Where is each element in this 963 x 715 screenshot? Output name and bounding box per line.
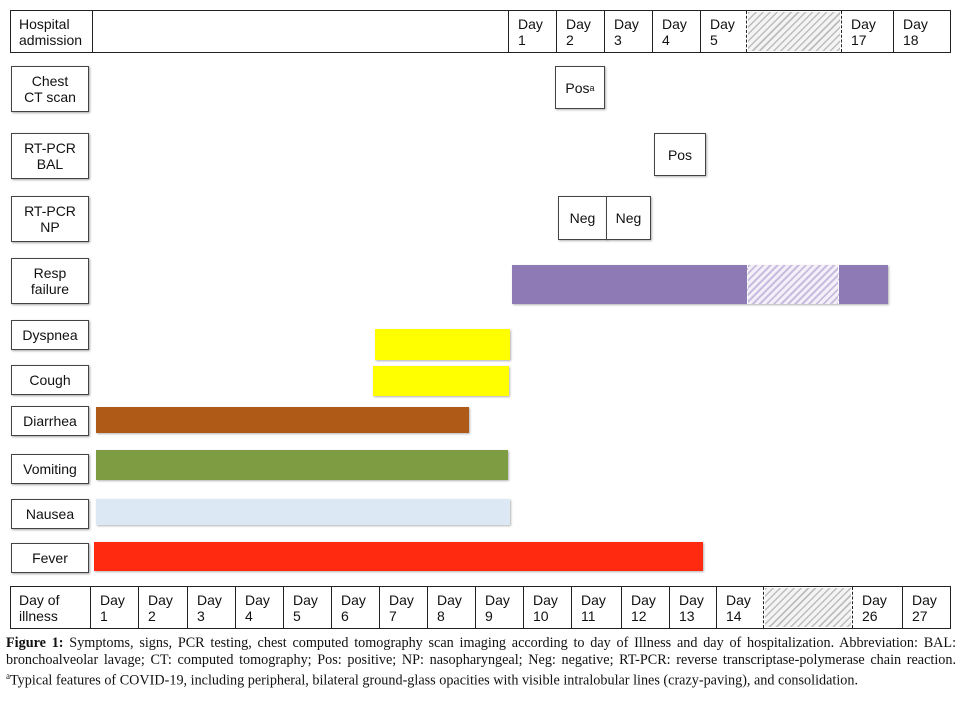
illness-day-5: Day 5 bbox=[293, 592, 318, 624]
illness-day-2: Day 2 bbox=[148, 592, 173, 624]
illness-day-14: Day 14 bbox=[726, 592, 751, 624]
caption-note: Typical features of COVID-19, including … bbox=[10, 672, 859, 689]
np-result-negative-1: Neg bbox=[558, 196, 607, 240]
row-label-rtpcr-np: RT-PCR NP bbox=[11, 196, 89, 242]
row-label-diarrhea: Diarrhea bbox=[11, 406, 89, 436]
illness-day-1: Day 1 bbox=[100, 592, 125, 624]
row-label-vomiting: Vomiting bbox=[11, 454, 89, 484]
caption-text: Symptoms, signs, PCR testing, chest comp… bbox=[6, 635, 957, 668]
bar-nausea bbox=[96, 499, 510, 525]
ct-result-positive: Pos a bbox=[555, 66, 605, 109]
caption-note-mark: a bbox=[6, 671, 10, 682]
admission-day-3: Day 3 bbox=[614, 16, 639, 48]
illness-day-13: Day 13 bbox=[679, 592, 704, 624]
day-of-illness-strip: Day of illness Day 1 Day 2 Day 3 Day 4 D… bbox=[10, 586, 951, 629]
illness-day-26: Day 26 bbox=[862, 592, 887, 624]
row-label-nausea: Nausea bbox=[11, 499, 89, 529]
bar-cough bbox=[373, 366, 509, 396]
figure-label: Figure 1: bbox=[6, 635, 64, 651]
row-label-cough: Cough bbox=[11, 365, 89, 395]
bar-vomiting bbox=[96, 450, 508, 480]
admission-day-18: Day 18 bbox=[903, 16, 928, 48]
illness-gap-hatch bbox=[765, 588, 851, 627]
bar-fever bbox=[94, 542, 703, 571]
illness-day-8: Day 8 bbox=[437, 592, 462, 624]
admission-gap-hatch bbox=[748, 12, 840, 51]
admission-day-1: Day 1 bbox=[518, 16, 543, 48]
illness-day-9: Day 9 bbox=[485, 592, 510, 624]
illness-day-12: Day 12 bbox=[631, 592, 656, 624]
day-of-illness-label: Day of illness bbox=[19, 592, 60, 624]
hospital-admission-strip: Hospital admission Day 1 Day 2 Day 3 Day… bbox=[10, 10, 951, 53]
row-label-rtpcr-bal: RT-PCR BAL bbox=[11, 133, 89, 179]
resp-failure-gap-hatch bbox=[747, 265, 839, 304]
row-label-resp-failure: Resp failure bbox=[11, 258, 89, 304]
illness-day-27: Day 27 bbox=[912, 592, 937, 624]
admission-day-17: Day 17 bbox=[851, 16, 876, 48]
row-label-fever: Fever bbox=[11, 543, 89, 573]
bar-resp-failure bbox=[512, 265, 888, 304]
row-label-dyspnea: Dyspnea bbox=[11, 320, 89, 350]
admission-day-2: Day 2 bbox=[566, 16, 591, 48]
illness-day-3: Day 3 bbox=[197, 592, 222, 624]
illness-day-6: Day 6 bbox=[341, 592, 366, 624]
np-result-negative-2: Neg bbox=[606, 196, 651, 240]
bar-dyspnea bbox=[375, 329, 510, 360]
illness-day-4: Day 4 bbox=[245, 592, 270, 624]
admission-day-5: Day 5 bbox=[710, 16, 735, 48]
bar-diarrhea bbox=[96, 407, 469, 433]
illness-day-11: Day 11 bbox=[581, 592, 606, 624]
hospital-admission-label: Hospital admission bbox=[19, 16, 83, 48]
bal-result-positive: Pos bbox=[654, 133, 706, 176]
admission-day-4: Day 4 bbox=[662, 16, 687, 48]
illness-day-10: Day 10 bbox=[533, 592, 558, 624]
illness-day-7: Day 7 bbox=[389, 592, 414, 624]
row-label-chest-ct: Chest CT scan bbox=[11, 66, 89, 112]
figure-caption: Figure 1: Symptoms, signs, PCR testing, … bbox=[6, 635, 956, 690]
